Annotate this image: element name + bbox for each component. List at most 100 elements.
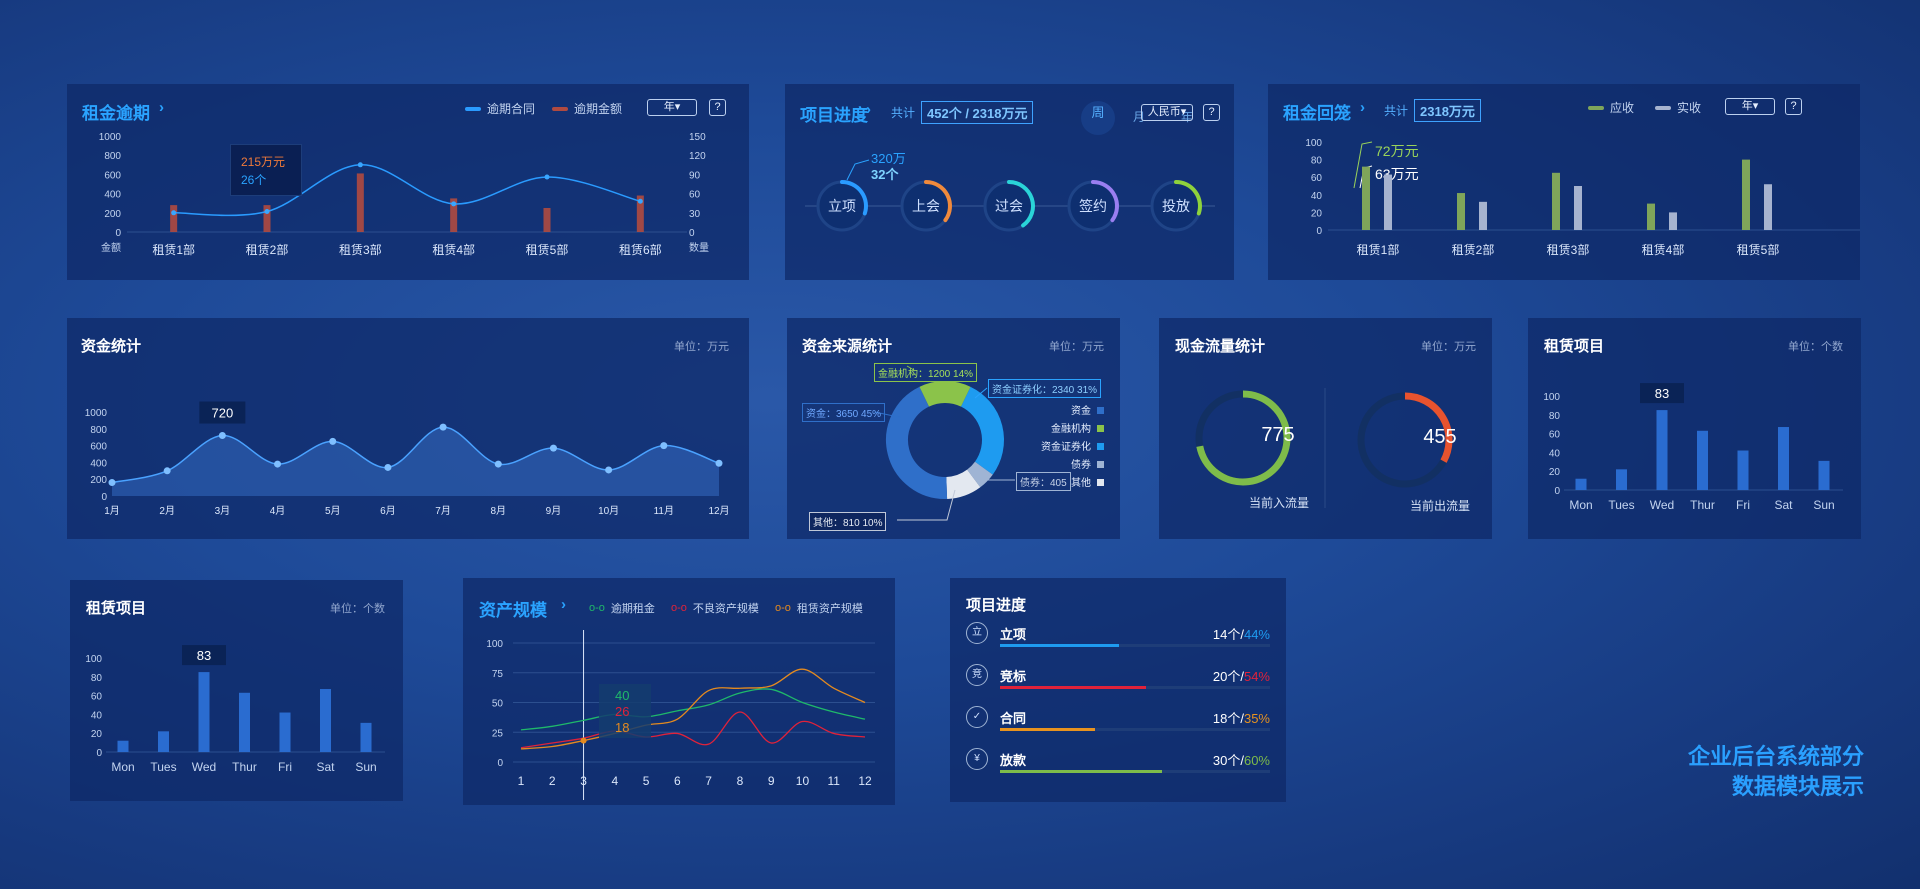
- rent-overdue-title[interactable]: 租金逾期: [82, 104, 150, 123]
- y-tick-right: 30: [689, 209, 701, 220]
- lease-project-panel-a: 租赁项目 单位：个数 100 80 60 40 20 0 Mon Tues Wed Thur Fri…: [1528, 318, 1861, 539]
- tooltip-box: [199, 401, 246, 424]
- stage-label: 合同: [1000, 711, 1027, 726]
- bar-actual: [1384, 174, 1392, 230]
- area-point: [274, 460, 282, 468]
- help-button[interactable]: ?: [1203, 104, 1220, 121]
- progress-row[interactable]: 立立项 14个/44%: [966, 620, 1270, 656]
- y-tick: 20: [1311, 208, 1323, 219]
- bar-due: [1647, 203, 1655, 230]
- bar: [1818, 460, 1830, 490]
- donut-slice: [966, 461, 993, 488]
- area-point: [218, 432, 226, 440]
- tooltip-value: 83: [1655, 386, 1669, 401]
- y-tick: 60: [1549, 430, 1561, 441]
- legend-swatch: [1097, 461, 1104, 468]
- tooltip-value: 83: [197, 648, 211, 663]
- gauge-arc: [1404, 392, 1453, 463]
- legend-label: 资金证券化: [1041, 442, 1091, 453]
- legend-item: 资金证券化: [1041, 439, 1104, 457]
- legend-swatch: [1097, 479, 1104, 486]
- legend-line-icon: o-o: [671, 602, 687, 614]
- stage-progress-arc: [1091, 180, 1119, 223]
- line-point: [357, 162, 363, 168]
- x-tick: Thur: [232, 760, 257, 774]
- area-fill: [112, 427, 719, 496]
- x-tick: 租赁1部: [1357, 242, 1400, 257]
- asset-scale-title[interactable]: 资产规模: [479, 601, 547, 620]
- lease-project-panel-b: 租赁项目 单位：个数 100 80 60 40 20 0 Mon Tues Wed Thur Fri…: [70, 580, 403, 801]
- bar: [636, 195, 644, 232]
- fund-stats-title: 资金统计: [81, 338, 142, 355]
- help-button[interactable]: ?: [709, 99, 726, 116]
- footer-caption: 企业后台系统部分 数据模块展示: [1688, 742, 1864, 802]
- currency-select[interactable]: 人民币▾: [1141, 104, 1193, 121]
- x-tick: 3月: [215, 505, 231, 517]
- help-button[interactable]: ?: [1785, 98, 1802, 115]
- callout-due: 72万元: [1375, 143, 1419, 159]
- legend-label: 金融机构: [1051, 424, 1091, 435]
- chevron-right-icon[interactable]: ›: [159, 99, 164, 116]
- x-tick: 5: [643, 774, 650, 788]
- bar: [263, 205, 271, 232]
- bar-due: [1742, 159, 1750, 230]
- y-tick: 80: [1311, 156, 1323, 167]
- y-tick-left: 400: [104, 190, 121, 201]
- y-tick: 75: [492, 669, 504, 680]
- y-tick-right: 90: [689, 170, 701, 181]
- tooltip-box: [182, 645, 226, 666]
- bar: [356, 173, 364, 232]
- x-tick: 租赁2部: [1452, 242, 1495, 257]
- legend-item: 债券: [1041, 457, 1104, 475]
- bar: [170, 205, 178, 232]
- progress-row[interactable]: ¥ 放款 30个/60%: [966, 746, 1270, 782]
- label-zijin: 资金：3650 45%: [802, 403, 886, 422]
- x-tick: Fri: [278, 760, 292, 774]
- chevron-right-icon[interactable]: ›: [866, 101, 871, 118]
- stage-label: 投放: [1162, 198, 1190, 214]
- x-tick: Wed: [192, 760, 216, 774]
- x-tick: 租赁4部: [1642, 242, 1685, 257]
- y-tick: 0: [96, 748, 102, 759]
- rent-collect-legend-actual: 实收: [1655, 99, 1701, 116]
- area-point: [108, 479, 116, 487]
- y-tick-right: 120: [689, 151, 706, 162]
- y-tick: 40: [91, 710, 103, 721]
- stage-bar: [1000, 686, 1146, 689]
- year-select-button[interactable]: 年▾: [647, 99, 697, 116]
- stage-label: 过会: [995, 198, 1023, 214]
- chevron-right-icon[interactable]: ›: [561, 596, 566, 613]
- y-tick: 25: [492, 728, 504, 739]
- y-tick: 50: [492, 699, 504, 710]
- bar-due: [1457, 193, 1465, 230]
- x-tick: 9月: [546, 505, 562, 517]
- project-progress-title[interactable]: 项目进度: [800, 106, 868, 125]
- rent-collect-title[interactable]: 租金回笼: [1283, 104, 1351, 123]
- progress-row[interactable]: 竞竞标 20个/54%: [966, 662, 1270, 698]
- x-tick: 10: [796, 774, 810, 788]
- cash-flow-panel: 现金流量统计 单位：万元 775 当前入流量 455 当前出流量: [1159, 318, 1492, 539]
- legend-label: 逾期金额: [574, 102, 623, 116]
- callout-count: 32个: [871, 167, 899, 182]
- x-tick: 6月: [380, 505, 396, 517]
- y-tick-right: 60: [689, 190, 701, 201]
- bar: [450, 198, 458, 232]
- legend-swatch: [552, 106, 568, 111]
- rent-overdue-panel: 租金逾期 › 逾期合同 逾期金额 年▾ ? 1000 150 800 120 600 90…: [67, 84, 749, 280]
- stage-label: 立项: [828, 198, 856, 214]
- week-toggle[interactable]: 周: [1081, 101, 1115, 135]
- label-zhaiquan: 债券：405: [1016, 472, 1071, 491]
- bar-actual: [1479, 201, 1487, 230]
- x-tick: 租赁3部: [1547, 242, 1590, 257]
- chevron-right-icon[interactable]: ›: [1360, 99, 1365, 116]
- stage-label: 竞标: [1000, 669, 1027, 684]
- fund-stats-panel: 资金统计 单位：万元 1000 800 600 400 200 0 1月 2月 3月 4月 5月 6月…: [67, 318, 749, 539]
- progress-row[interactable]: ✓ 合同 18个/35%: [966, 704, 1270, 740]
- x-tick: Tues: [1608, 498, 1634, 512]
- x-tick: 租赁5部: [526, 242, 569, 257]
- y-tick-left: 600: [104, 170, 121, 181]
- inflow-value: 775: [1261, 424, 1295, 446]
- y-tick: 40: [1549, 448, 1561, 459]
- year-select-button[interactable]: 年▾: [1725, 98, 1775, 115]
- progress-list-title: 项目进度: [966, 597, 1027, 614]
